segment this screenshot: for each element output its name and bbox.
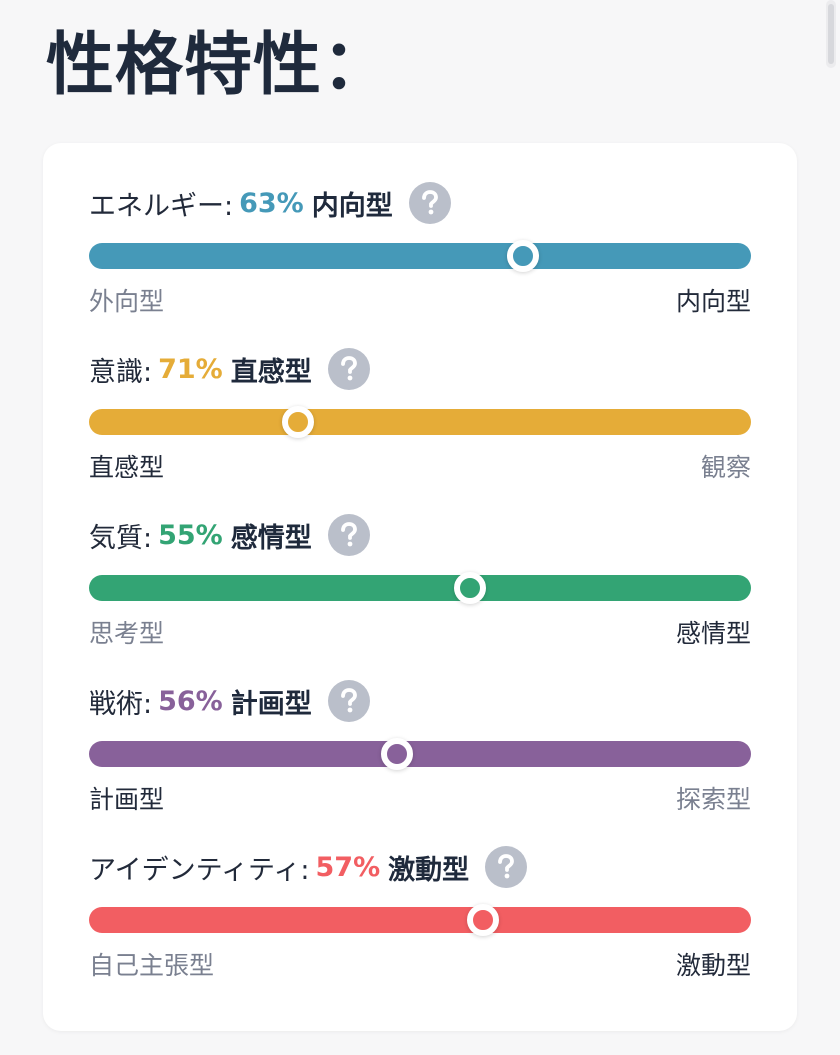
question-mark-icon: [498, 854, 515, 879]
trait-percent: 71%: [158, 353, 223, 385]
pole-right-label: 内向型: [675, 287, 751, 316]
trait-result: 直感型: [230, 356, 312, 388]
trait-label: 意識:: [89, 356, 153, 388]
trait-result: 計画型: [230, 688, 312, 720]
trait-result: 激動型: [388, 854, 470, 886]
help-icon[interactable]: [485, 846, 528, 888]
page-title: 性格特性：: [46, 26, 392, 105]
trait-slider-knob[interactable]: [506, 240, 539, 272]
pole-left-label: 外向型: [89, 287, 165, 316]
trait-slider-track[interactable]: [89, 904, 751, 936]
trait-nature: 気質: 55% 感情型 思考型 感情型: [89, 513, 751, 673]
pole-right-label: 観察: [700, 453, 751, 482]
trait-label: エネルギー:: [89, 190, 234, 222]
trait-percent: 63%: [239, 187, 304, 219]
pole-right-label: 感情型: [675, 619, 751, 648]
trait-identity: アイデンティティ: 57% 激動型 自己主張型 激動型: [89, 845, 751, 1005]
trait-result: 内向型: [311, 190, 393, 222]
trait-slider-knob[interactable]: [281, 406, 314, 438]
help-icon[interactable]: [327, 680, 370, 722]
scrollbar-thumb[interactable]: [828, 4, 834, 64]
trait-slider-track[interactable]: [89, 406, 751, 438]
trait-heading: 気質: 55% 感情型: [89, 513, 370, 557]
pole-left-label: 計画型: [89, 785, 165, 814]
pole-left-label: 自己主張型: [89, 951, 215, 980]
trait-energy: エネルギー: 63% 内向型 外向型 内向型: [89, 181, 751, 341]
trait-slider-knob[interactable]: [453, 572, 486, 604]
trait-heading: 意識: 71% 直感型: [89, 347, 370, 391]
trait-heading: アイデンティティ: 57% 激動型: [89, 845, 528, 889]
question-mark-icon: [340, 688, 357, 713]
trait-slider-knob[interactable]: [466, 904, 499, 936]
personality-traits-card: エネルギー: 63% 内向型 外向型 内向型 意識: 71% 直感型: [43, 143, 797, 1031]
trait-slider-track[interactable]: [89, 572, 751, 604]
trait-slider-track[interactable]: [89, 738, 751, 770]
pole-left-label: 思考型: [89, 619, 165, 648]
trait-label: アイデンティティ:: [89, 854, 310, 886]
trait-percent: 55%: [158, 519, 223, 551]
help-icon[interactable]: [408, 182, 451, 224]
trait-percent: 57%: [315, 851, 381, 883]
trait-heading: 戦術: 56% 計画型: [89, 679, 370, 723]
question-mark-icon: [340, 356, 357, 381]
trait-percent: 56%: [158, 685, 223, 717]
trait-label: 戦術:: [89, 688, 153, 720]
pole-left-label: 直感型: [89, 453, 165, 482]
trait-mind: 意識: 71% 直感型 直感型 観察: [89, 347, 751, 507]
trait-slider-knob[interactable]: [380, 738, 413, 770]
question-mark-icon: [340, 522, 357, 547]
help-icon[interactable]: [327, 514, 370, 556]
pole-right-label: 探索型: [675, 785, 751, 814]
trait-tactics: 戦術: 56% 計画型 計画型 探索型: [89, 679, 751, 839]
trait-heading: エネルギー: 63% 内向型: [89, 181, 451, 225]
question-mark-icon: [421, 190, 438, 215]
trait-label: 気質:: [89, 522, 153, 554]
scrollbar[interactable]: [826, 0, 836, 68]
trait-result: 感情型: [230, 522, 312, 554]
trait-slider-track[interactable]: [89, 240, 751, 272]
help-icon[interactable]: [327, 348, 370, 390]
pole-right-label: 激動型: [675, 951, 751, 980]
